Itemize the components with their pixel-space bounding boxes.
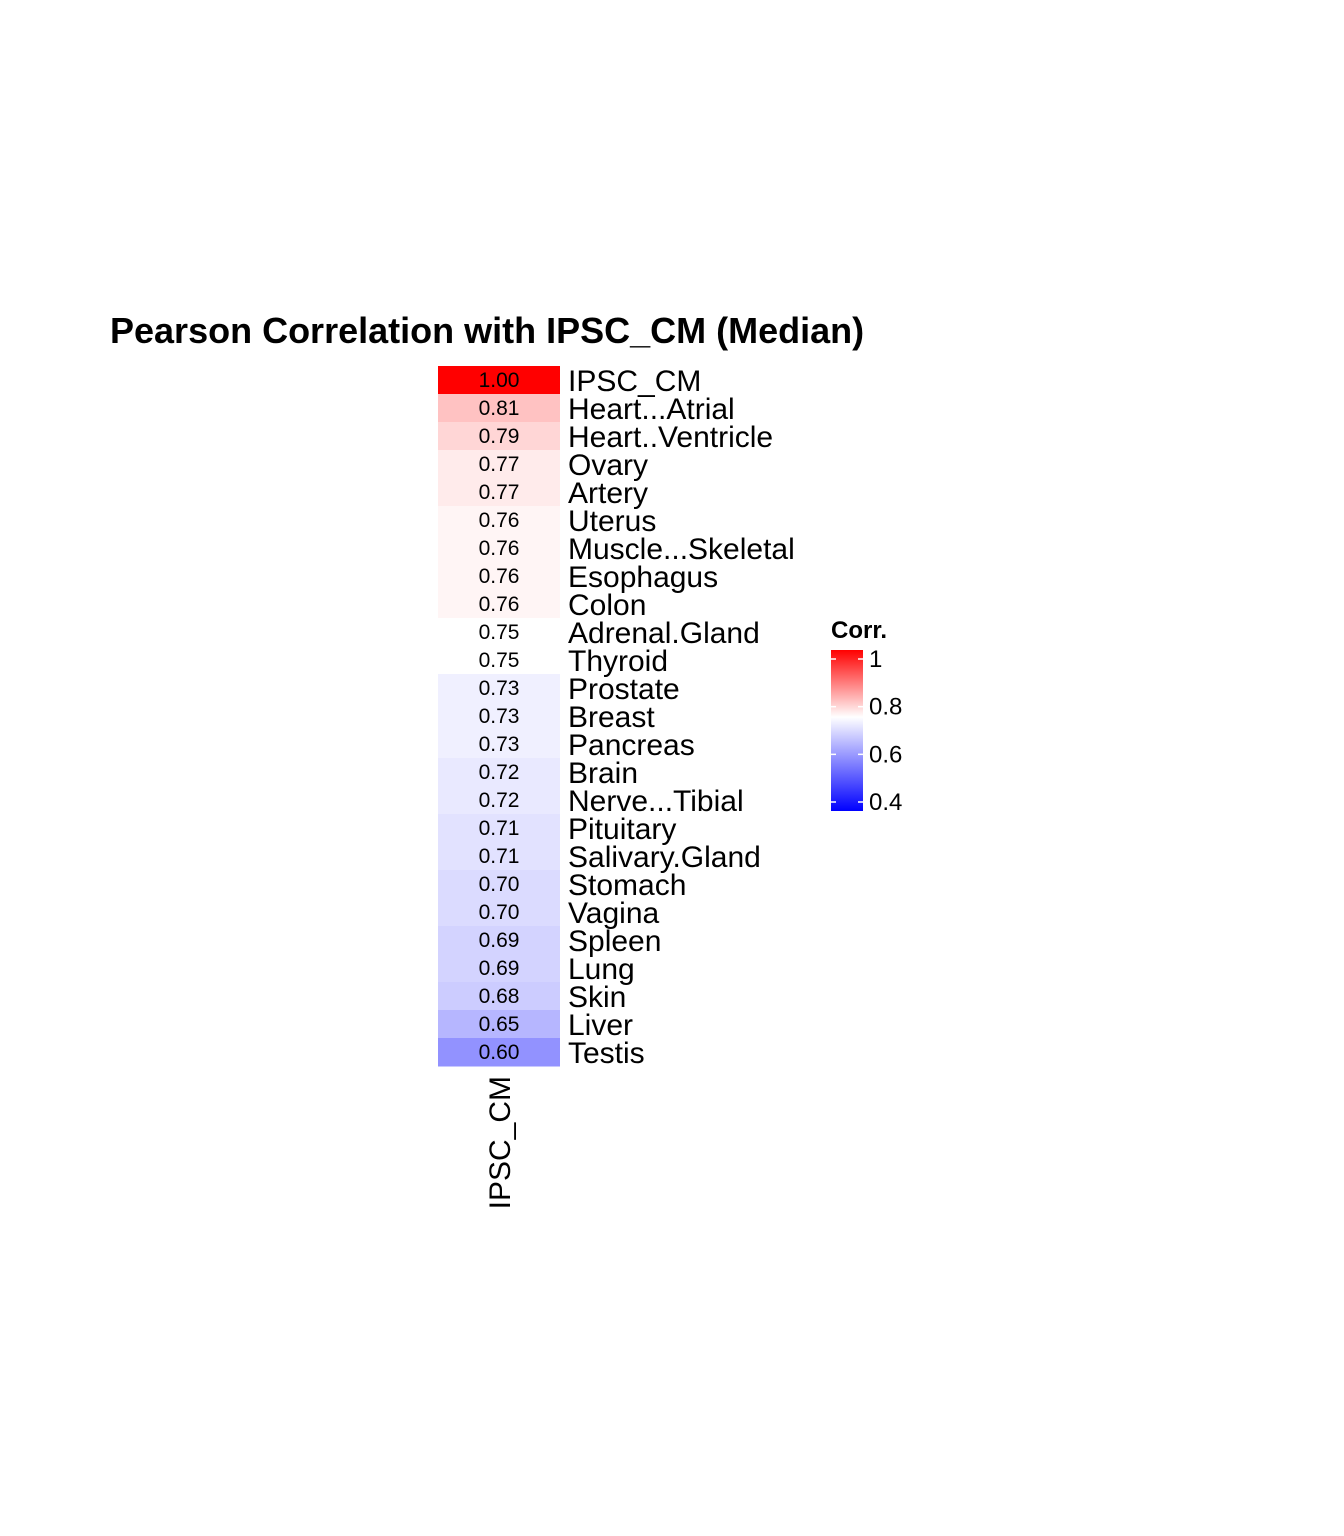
row-labels: IPSC_CMHeart...AtrialHeart..VentricleOva… xyxy=(568,365,795,1070)
heatmap-cell xyxy=(438,618,560,647)
heatmap-cell xyxy=(438,590,560,619)
heatmap-cell xyxy=(438,506,560,535)
row-label: Lung xyxy=(568,953,635,986)
heatmap-cell xyxy=(438,786,560,815)
row-label: IPSC_CM xyxy=(568,365,701,398)
cell-value-label: 0.70 xyxy=(479,873,520,896)
cell-value-label: 0.81 xyxy=(479,397,520,420)
heatmap-cell xyxy=(438,1038,560,1067)
cell-value-label: 0.72 xyxy=(479,789,520,812)
row-label: Nerve...Tibial xyxy=(568,785,744,818)
heatmap-cell xyxy=(438,870,560,899)
legend-tick-label: 0.4 xyxy=(869,789,902,816)
heatmap-cell xyxy=(438,646,560,675)
row-label: Esophagus xyxy=(568,561,718,594)
legend-tick-label: 0.6 xyxy=(869,741,902,768)
cell-value-label: 0.69 xyxy=(479,957,520,980)
row-label: Salivary.Gland xyxy=(568,841,761,874)
cell-value-label: 0.73 xyxy=(479,733,520,756)
heatmap-cell xyxy=(438,674,560,703)
heatmap-cell xyxy=(438,478,560,507)
chart-title: Pearson Correlation with IPSC_CM (Median… xyxy=(110,310,864,351)
heatmap-cell xyxy=(438,422,560,451)
legend-tick-label: 0.8 xyxy=(869,694,902,721)
heatmap-cells: 1.00 0.81 0.79 0.77 0.77 0.76 0.76 0.76 0.76 0.75… xyxy=(438,366,560,1067)
cell-value-label: 0.76 xyxy=(479,565,520,588)
heatmap-cell xyxy=(438,954,560,983)
heatmap-cell xyxy=(438,1010,560,1039)
cell-value-label: 0.77 xyxy=(479,453,520,476)
cell-value-label: 0.72 xyxy=(479,761,520,784)
heatmap-cell xyxy=(438,898,560,927)
heatmap-cell xyxy=(438,394,560,423)
cell-value-label: 0.75 xyxy=(479,621,520,644)
cell-value-label: 0.65 xyxy=(479,1013,520,1036)
column-labels: IPSC_CM xyxy=(484,1076,517,1209)
row-label: Spleen xyxy=(568,925,661,958)
cell-value-label: 0.75 xyxy=(479,649,520,672)
cell-value-label: 0.76 xyxy=(479,537,520,560)
heatmap-cell xyxy=(438,562,560,591)
cell-value-label: 0.79 xyxy=(479,425,520,448)
cell-value-label: 1.00 xyxy=(479,369,520,392)
row-label: Stomach xyxy=(568,869,686,902)
cell-value-label: 0.73 xyxy=(479,705,520,728)
row-label: Prostate xyxy=(568,673,680,706)
color-legend: Corr. 1 0.8 0.6 0.4 xyxy=(831,617,902,816)
heatmap-cell xyxy=(438,814,560,843)
cell-value-label: 0.69 xyxy=(479,929,520,952)
row-label: Heart...Atrial xyxy=(568,393,735,426)
legend-title: Corr. xyxy=(831,617,887,644)
row-label: Ovary xyxy=(568,449,648,482)
heatmap-cell xyxy=(438,982,560,1011)
column-label: IPSC_CM xyxy=(484,1076,517,1209)
row-label: Vagina xyxy=(568,897,660,930)
row-label: Testis xyxy=(568,1037,645,1070)
cell-value-label: 0.60 xyxy=(479,1041,520,1064)
row-label: Muscle...Skeletal xyxy=(568,533,795,566)
cell-value-label: 0.71 xyxy=(479,817,520,840)
row-label: Heart..Ventricle xyxy=(568,421,773,454)
cell-value-label: 0.71 xyxy=(479,845,520,868)
legend-ticks: 1 0.8 0.6 0.4 xyxy=(831,646,902,816)
row-label: Thyroid xyxy=(568,645,668,678)
legend-colorbar xyxy=(831,650,863,811)
row-label: Skin xyxy=(568,981,626,1014)
cell-value-label: 0.70 xyxy=(479,901,520,924)
cell-value-label: 0.77 xyxy=(479,481,520,504)
legend-tick-label: 1 xyxy=(869,646,882,673)
heatmap-cell xyxy=(438,702,560,731)
cell-value-label: 0.73 xyxy=(479,677,520,700)
heatmap-cell xyxy=(438,926,560,955)
row-label: Pituitary xyxy=(568,813,676,846)
heatmap-cell xyxy=(438,842,560,871)
cell-value-label: 0.76 xyxy=(479,509,520,532)
row-label: Brain xyxy=(568,757,638,790)
cell-value-label: 0.68 xyxy=(479,985,520,1008)
heatmap-cell xyxy=(438,534,560,563)
heatmap-cell xyxy=(438,450,560,479)
row-label: Breast xyxy=(568,701,655,734)
row-label: Pancreas xyxy=(568,729,695,762)
row-label: Colon xyxy=(568,589,646,622)
row-label: Adrenal.Gland xyxy=(568,617,760,650)
heatmap-cell xyxy=(438,366,560,395)
heatmap-cell xyxy=(438,758,560,787)
cell-value-label: 0.76 xyxy=(479,593,520,616)
heatmap-cell xyxy=(438,730,560,759)
row-label: Artery xyxy=(568,477,648,510)
row-label: Liver xyxy=(568,1009,633,1042)
row-label: Uterus xyxy=(568,505,656,538)
